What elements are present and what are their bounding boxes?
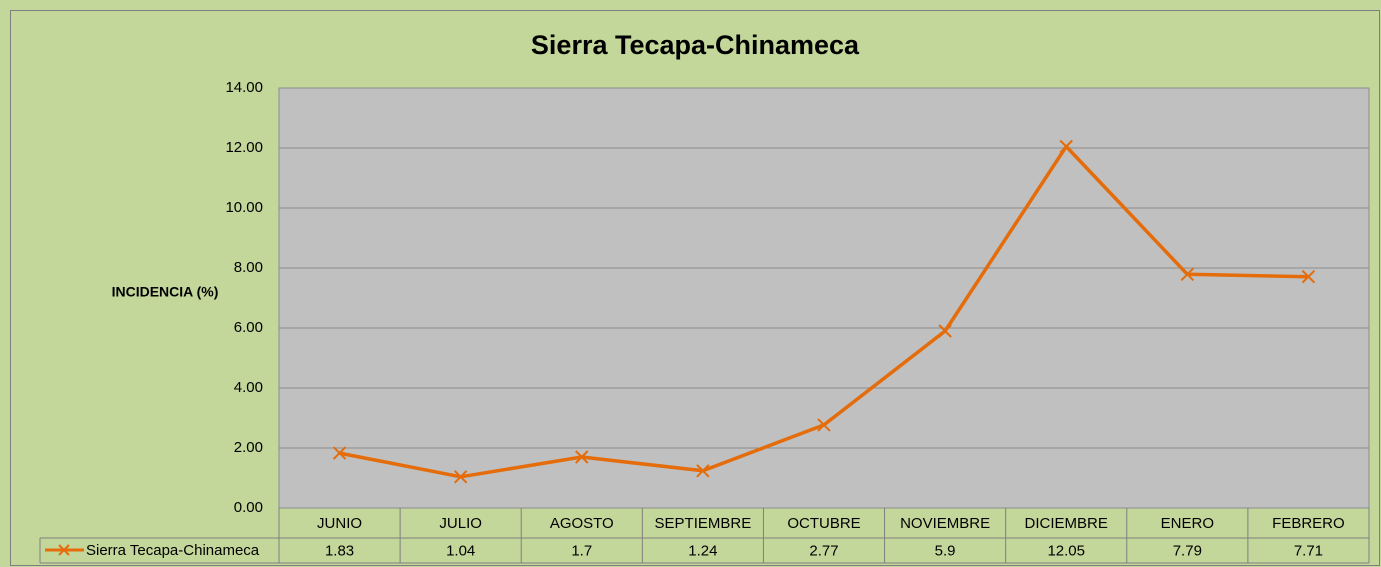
x-tick-label: FEBRERO: [1272, 515, 1345, 532]
x-tick-label: OCTUBRE: [787, 515, 860, 532]
y-tick-label: 14.00: [225, 79, 263, 96]
plot-area: [278, 87, 1370, 509]
marker: [696, 464, 710, 478]
x-tick-label: DICIEMBRE: [1025, 515, 1108, 532]
y-tick-label: 0.00: [234, 499, 263, 516]
marker: [332, 446, 347, 460]
x-tick-label: SEPTIEMBRE: [655, 515, 752, 532]
x-tick-label: NOVIEMBRE: [900, 515, 990, 532]
y-tick-label: 6.00: [234, 319, 263, 336]
x-tick-label: ENERO: [1161, 515, 1214, 532]
marker: [1301, 269, 1316, 284]
y-tick-label: 12.00: [225, 139, 263, 156]
table-value: 1.04: [446, 542, 475, 559]
x-tick-label: JULIO: [439, 515, 482, 532]
table-value: 7.71: [1294, 542, 1323, 559]
y-axis-title: INCIDENCIA (%): [112, 284, 219, 300]
table-value: 2.77: [809, 542, 838, 559]
marker: [575, 450, 589, 464]
legend-marker: [58, 544, 70, 556]
table-value: 7.79: [1173, 542, 1202, 559]
table-value: 1.7: [571, 542, 592, 559]
marker: [1180, 267, 1195, 282]
y-tick-label: 4.00: [234, 379, 263, 396]
marker: [817, 418, 831, 432]
x-tick-label: JUNIO: [317, 515, 362, 532]
marker: [1059, 139, 1073, 154]
legend-label: Sierra Tecapa-Chinameca: [86, 542, 260, 559]
marker: [938, 324, 952, 338]
x-tick-label: AGOSTO: [550, 515, 614, 532]
chart-title: Sierra Tecapa-Chinameca: [531, 30, 860, 60]
y-tick-label: 8.00: [234, 259, 263, 276]
marker: [453, 470, 468, 484]
table-value: 1.83: [325, 542, 354, 559]
y-tick-label: 2.00: [234, 439, 263, 456]
y-tick-label: 10.00: [225, 199, 263, 216]
table-value: 1.24: [688, 542, 717, 559]
table-value: 12.05: [1047, 542, 1085, 559]
table-value: 5.9: [935, 542, 956, 559]
